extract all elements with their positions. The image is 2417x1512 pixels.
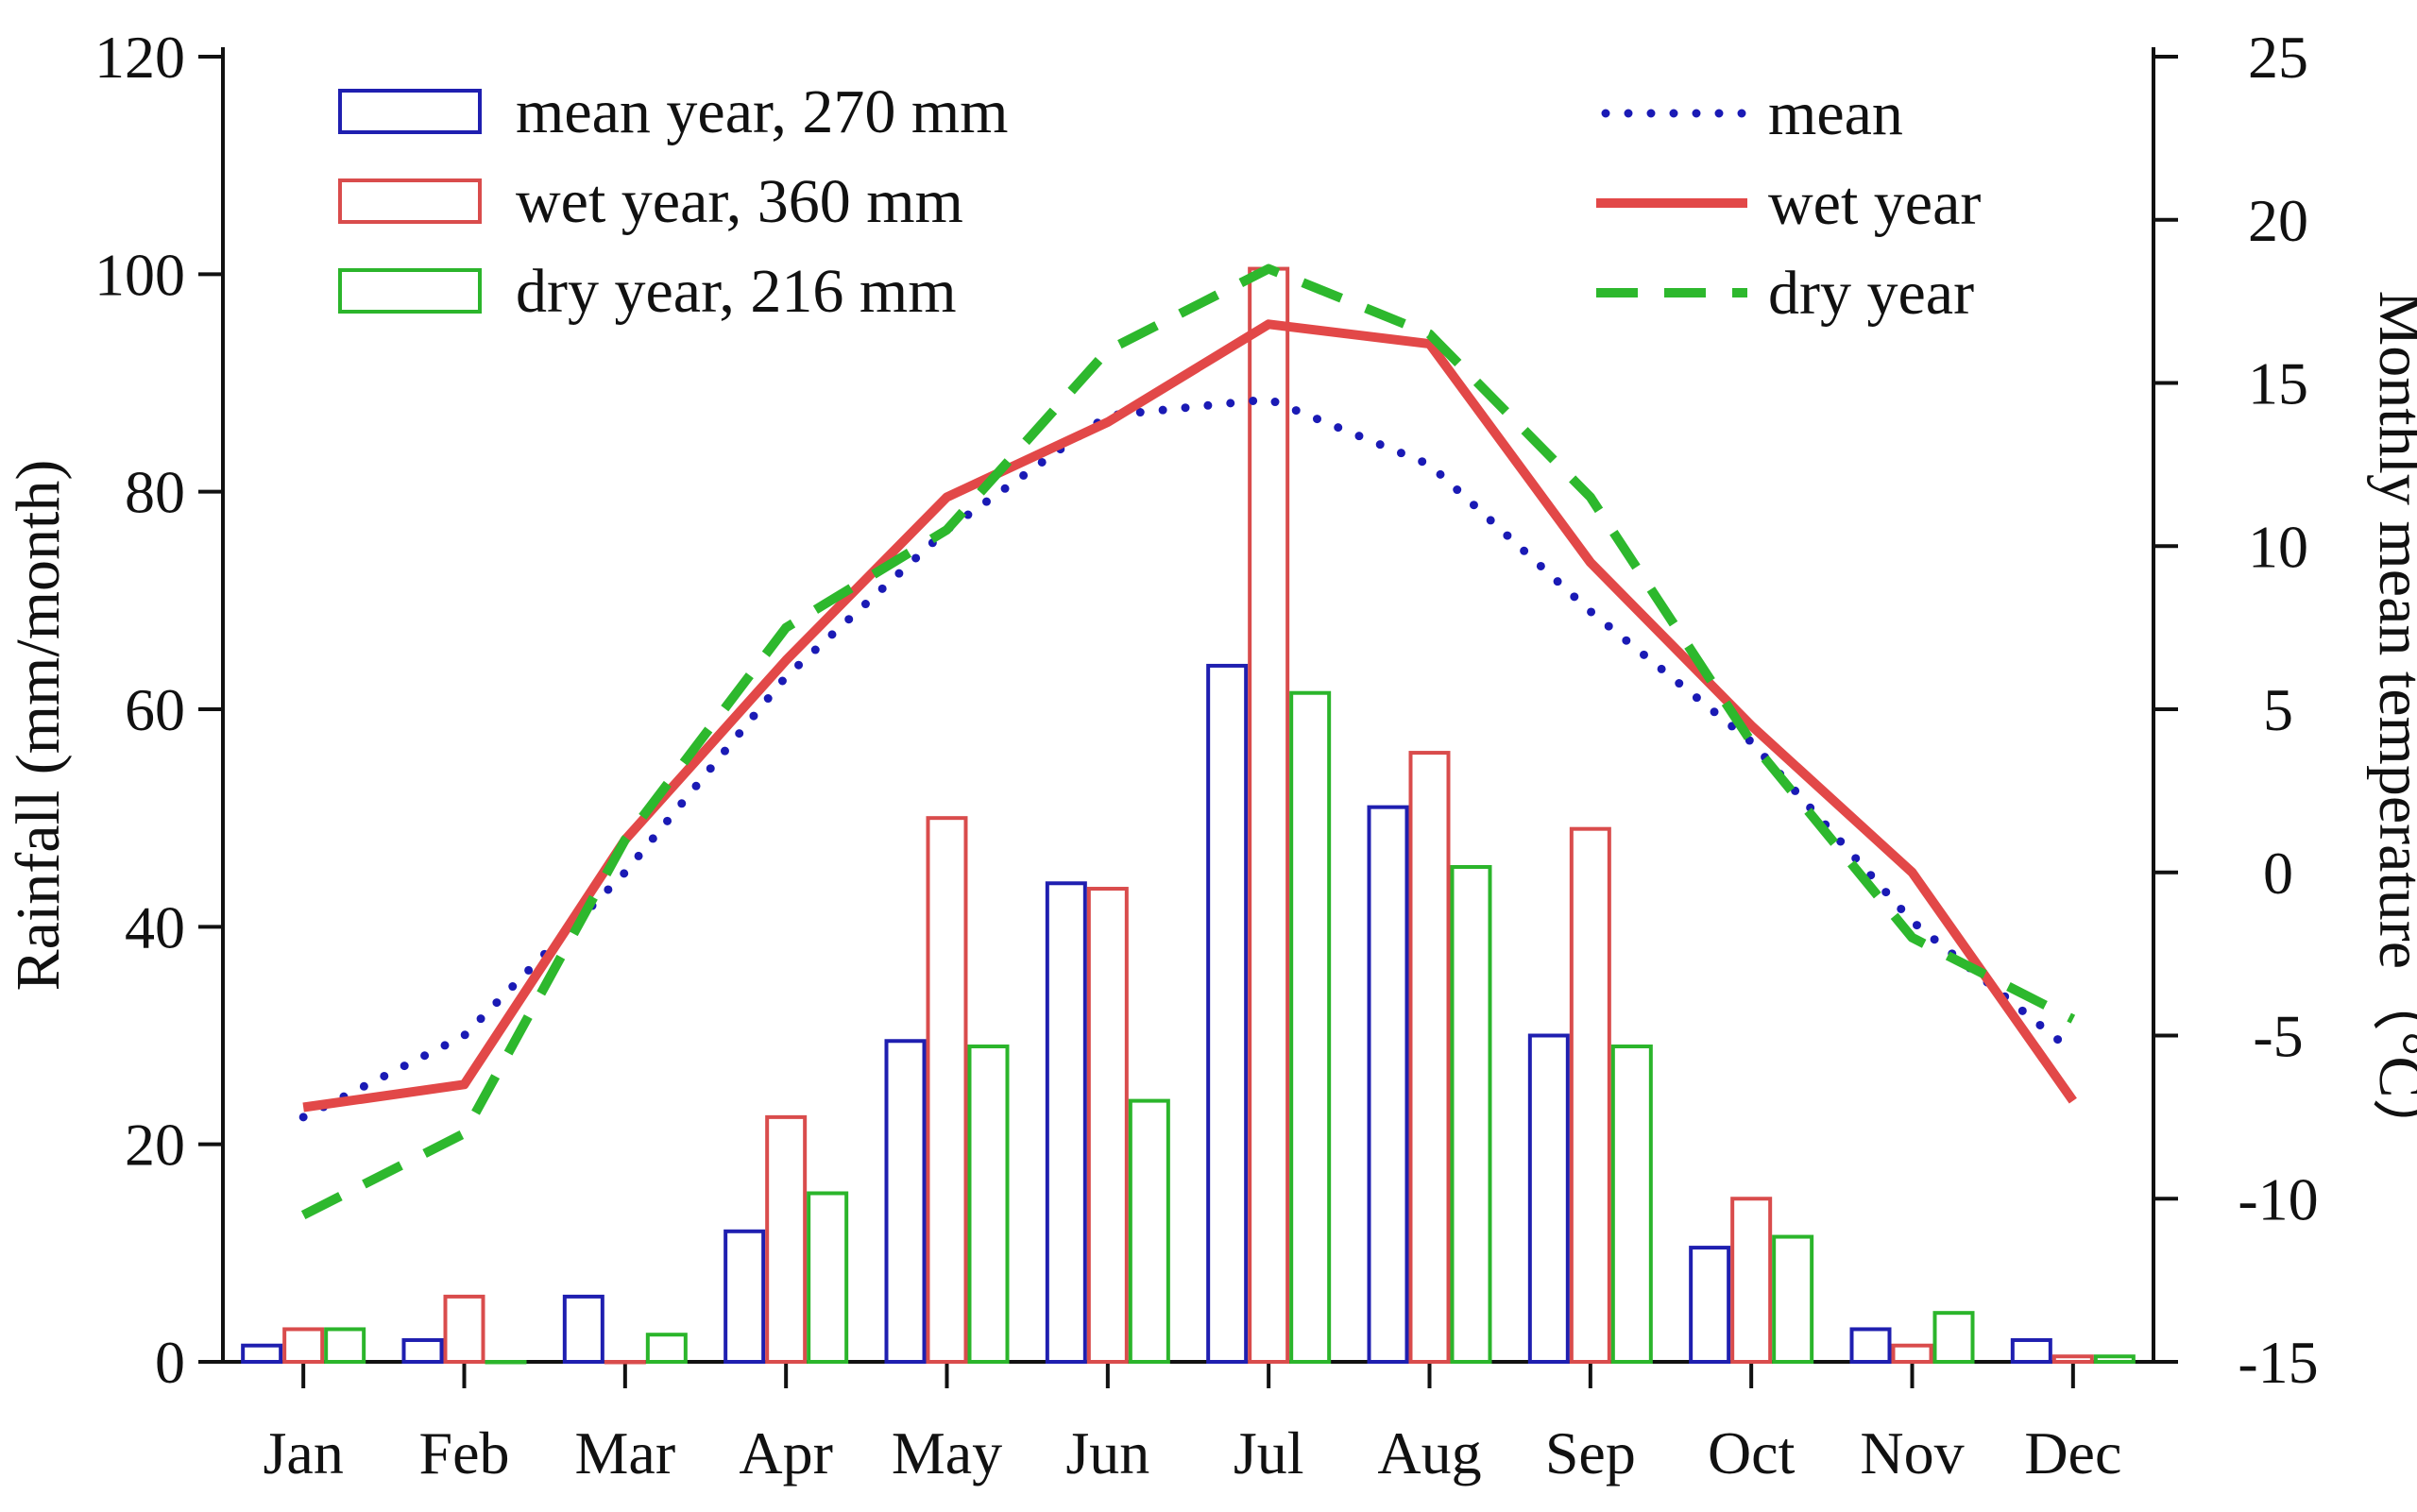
legend-label: mean year, 270 mm <box>516 77 1009 146</box>
bar <box>884 1039 927 1364</box>
x-tick-label: Sep <box>1545 1419 1636 1487</box>
x-tick-label: Jan <box>264 1419 344 1487</box>
y2-tick-label: 0 <box>2263 840 2293 907</box>
bar <box>1730 1197 1773 1364</box>
bar <box>604 1360 646 1365</box>
bar <box>1408 751 1451 1364</box>
bar <box>1086 887 1129 1365</box>
x-tick-label: Nov <box>1860 1419 1964 1487</box>
x-tick-label: Aug <box>1377 1419 1481 1487</box>
x-tick-label: Apr <box>739 1419 833 1487</box>
x-tick-label: Dec <box>2024 1419 2121 1487</box>
legend-label: dry year <box>1768 259 1974 328</box>
bar <box>282 1327 325 1364</box>
y2-tick-label: 15 <box>2248 350 2308 417</box>
bar <box>1527 1033 1570 1364</box>
bar <box>1891 1343 1933 1364</box>
bar <box>1206 663 1249 1364</box>
bar <box>765 1114 808 1364</box>
x-tick-label: Jun <box>1065 1419 1149 1487</box>
bar <box>2093 1354 2136 1365</box>
bar <box>324 1327 366 1364</box>
temperature-lines <box>298 263 2078 1219</box>
bar <box>1569 826 1611 1364</box>
bar <box>401 1337 444 1365</box>
y-tick-label: 60 <box>125 676 185 743</box>
bar <box>1689 1246 1731 1364</box>
y-tick-label: 0 <box>155 1329 185 1396</box>
legend-label: wet year, 360 mm <box>516 167 963 236</box>
bar <box>2051 1354 2094 1365</box>
bar <box>1045 881 1087 1364</box>
bars <box>241 266 2136 1365</box>
bar <box>1849 1327 1892 1364</box>
bar <box>645 1333 688 1365</box>
legend: mean year, 270 mm wet year, 360 mm dry yea… <box>338 77 1981 328</box>
legend-label: wet year <box>1768 169 1981 238</box>
x-tick-label: May <box>892 1419 1002 1487</box>
y-tick-label: 120 <box>94 24 185 91</box>
x-tick-label: Mar <box>575 1419 676 1487</box>
bar <box>562 1294 604 1365</box>
axes: 0 20 40 60 80 100 120 -15 -10 -5 0 5 10 15 20 25 Jan Feb M… <box>94 24 2319 1487</box>
bar <box>1772 1234 1814 1365</box>
temperature-line <box>298 395 2078 1122</box>
y2-tick-label: 10 <box>2248 513 2308 580</box>
bar <box>1610 1045 1653 1365</box>
y-axis-title: Rainfall (mm/month) <box>4 460 73 992</box>
bar <box>1248 266 1290 1365</box>
y2-tick-label: -5 <box>2253 1003 2303 1070</box>
legend-swatch <box>338 89 482 134</box>
y-tick-label: 100 <box>94 241 185 308</box>
y2-tick-label: -10 <box>2238 1165 2318 1232</box>
bar <box>1932 1311 1975 1365</box>
y2-tick-label: 20 <box>2248 187 2308 254</box>
bar <box>2010 1337 2052 1365</box>
bar <box>1289 690 1332 1364</box>
legend-label: mean <box>1768 79 1903 148</box>
y2-tick-label: 5 <box>2263 676 2293 743</box>
bar <box>485 1360 527 1365</box>
x-tick-label: Feb <box>419 1419 510 1487</box>
y-tick-label: 40 <box>125 893 185 960</box>
bar <box>443 1294 485 1365</box>
temperature-line <box>300 263 2076 1219</box>
y2-tick-label: -15 <box>2238 1329 2318 1396</box>
bar <box>723 1229 766 1365</box>
y-tick-label: 20 <box>125 1112 185 1179</box>
bar <box>1450 864 1492 1364</box>
legend-swatch <box>338 178 482 224</box>
bar <box>926 816 968 1364</box>
bar <box>807 1191 849 1365</box>
bar <box>967 1045 1010 1365</box>
legend-swatch <box>338 268 482 314</box>
bar <box>1367 805 1409 1364</box>
y2-axis-title: Monthly mean temperature（°C） <box>2366 291 2417 1161</box>
bar <box>241 1343 283 1364</box>
y2-tick-label: 25 <box>2248 24 2308 91</box>
bar <box>1128 1098 1170 1364</box>
x-tick-label: Jul <box>1234 1419 1304 1487</box>
legend-label: dry year, 216 mm <box>516 257 957 326</box>
temperature-line <box>302 319 2077 1113</box>
x-tick-label: Oct <box>1708 1419 1796 1487</box>
y-tick-label: 80 <box>125 459 185 526</box>
